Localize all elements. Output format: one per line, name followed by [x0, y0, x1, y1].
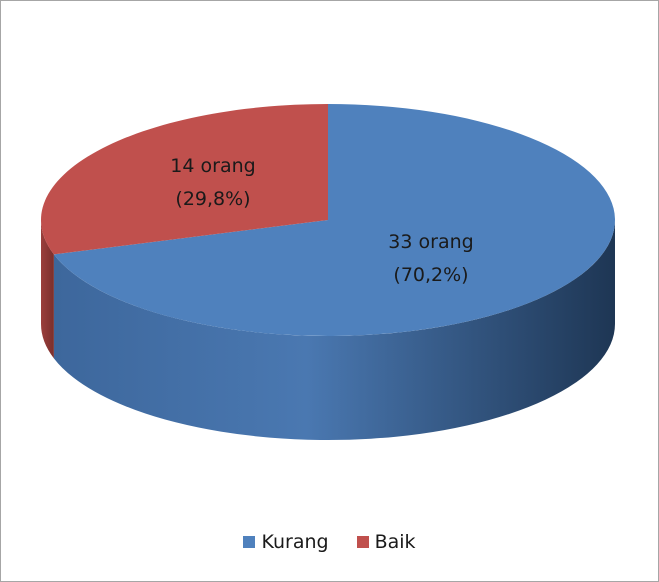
legend: Kurang Baik [1, 531, 658, 553]
legend-label-baik: Baik [374, 531, 416, 553]
pie-sides [41, 220, 616, 441]
slice-side-kurang [53, 220, 616, 441]
pie-tops [41, 104, 616, 337]
slice-label-count-baik: 14 orang [170, 155, 255, 177]
pie-labels: 33 orang (70,2%) 14 orang (29,8%) [170, 155, 473, 286]
slice-kurang [53, 104, 616, 337]
slice-label-count-kurang: 33 orang [388, 231, 473, 253]
legend-entry-kurang: Kurang [243, 531, 329, 553]
legend-swatch-baik [356, 536, 369, 548]
slice-label-percent-baik: (29,8%) [175, 188, 250, 210]
legend-label-kurang: Kurang [261, 531, 329, 553]
slice-baik [41, 104, 328, 255]
slice-side-baik [41, 220, 54, 359]
slice-label-percent-kurang: (70,2%) [393, 264, 468, 286]
legend-entry-baik: Baik [356, 531, 416, 553]
legend-swatch-kurang [243, 536, 256, 548]
